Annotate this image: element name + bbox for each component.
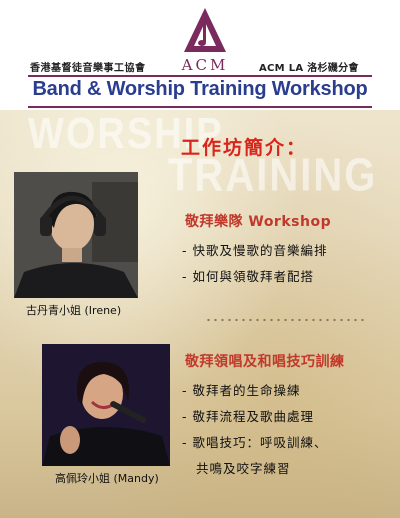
section-title-vocal: 敬拜領唱及和唱技巧訓練 xyxy=(185,354,345,370)
instructor-name-irene: 古丹青小姐 (Irene) xyxy=(26,304,122,317)
acm-logo: ACM xyxy=(181,8,229,72)
bullet-item: - 歌唱技巧：呼吸訓練、 xyxy=(182,435,328,450)
page-title: Band & Worship Training Workshop xyxy=(32,78,368,100)
title-rule-bottom xyxy=(28,106,372,108)
title-rule-top xyxy=(28,75,372,77)
bullet-item: - 敬拜者的生命操練 xyxy=(182,383,301,398)
background-word-worship: WORSHIP xyxy=(28,110,224,159)
instructor-photo-mandy xyxy=(42,344,170,466)
intro-heading: 工作坊簡介： xyxy=(181,137,308,159)
bullet-item-continued: 共鳴及咬字練習 xyxy=(196,461,291,476)
instructor-photo-irene xyxy=(14,172,138,298)
header-band xyxy=(0,0,400,110)
logo-text: ACM xyxy=(181,56,229,72)
bullet-item: - 敬拜流程及歌曲處理 xyxy=(182,409,314,424)
dotted-divider xyxy=(205,318,365,322)
bullet-item: - 如何與領敬拜者配搭 xyxy=(182,269,314,284)
bullet-item: - 快歌及慢歌的音樂編排 xyxy=(182,243,328,258)
org-branch: ACM LA 洛杉磯分會 xyxy=(259,63,359,74)
background-word-training: TRAINING xyxy=(168,150,378,201)
section-title-band: 敬拜樂隊 Workshop xyxy=(185,214,332,230)
instructor-name-mandy: 高佩玲小姐 (Mandy) xyxy=(55,472,159,485)
org-name-chinese: 香港基督徒音樂事工協會 xyxy=(30,63,146,74)
